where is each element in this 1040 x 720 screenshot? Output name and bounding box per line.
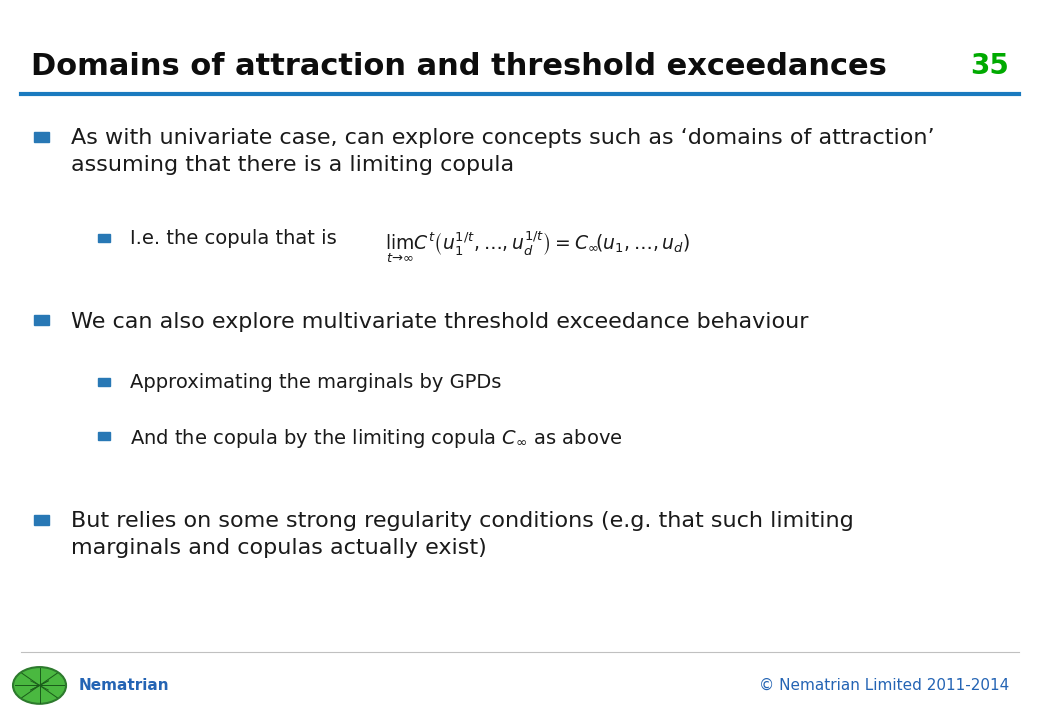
Text: Domains of attraction and threshold exceedances: Domains of attraction and threshold exce… <box>31 52 887 81</box>
Bar <box>34 132 49 142</box>
Bar <box>34 515 49 525</box>
Bar <box>98 431 110 439</box>
Bar <box>34 315 49 325</box>
Circle shape <box>12 667 67 704</box>
Text: $\lim_{t\to\infty} C^{t}\!\left(u_1^{1/t},\ldots,u_d^{1/t}\right)=C_{\infty}\!\l: $\lim_{t\to\infty} C^{t}\!\left(u_1^{1/t… <box>385 229 690 265</box>
Bar <box>98 377 110 386</box>
Text: Nematrian: Nematrian <box>79 678 170 693</box>
Text: We can also explore multivariate threshold exceedance behaviour: We can also explore multivariate thresho… <box>71 312 808 332</box>
Text: As with univariate case, can explore concepts such as ‘domains of attraction’
as: As with univariate case, can explore con… <box>71 128 934 176</box>
Text: And the copula by the limiting copula $C_{\infty}$ as above: And the copula by the limiting copula $C… <box>130 427 623 450</box>
Text: © Nematrian Limited 2011-2014: © Nematrian Limited 2011-2014 <box>758 678 1009 693</box>
Text: But relies on some strong regularity conditions (e.g. that such limiting
margina: But relies on some strong regularity con… <box>71 511 854 559</box>
Text: I.e. the copula that is: I.e. the copula that is <box>130 229 337 248</box>
Bar <box>98 233 110 241</box>
Text: 35: 35 <box>970 53 1009 80</box>
Text: Approximating the marginals by GPDs: Approximating the marginals by GPDs <box>130 373 501 392</box>
